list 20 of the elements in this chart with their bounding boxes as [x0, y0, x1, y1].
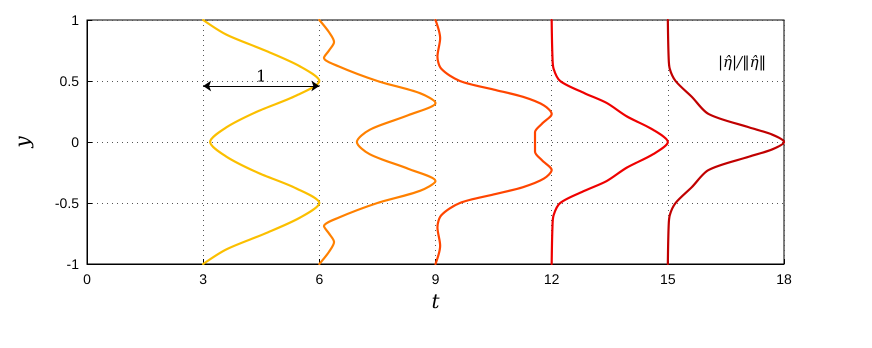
y-tick-label: 0.5	[60, 73, 80, 89]
line-series	[434, 18, 553, 266]
x-tick-label: 15	[660, 271, 676, 287]
y-tick-label: 0	[71, 134, 80, 150]
y-tick-label: -1	[66, 256, 80, 272]
x-tick-label: 6	[315, 271, 324, 287]
x-axis-title: t	[431, 288, 440, 313]
line-series	[318, 18, 437, 266]
y-axis-title: y	[10, 136, 34, 149]
x-tick-label: 9	[432, 271, 440, 287]
annotation: |η̂|/‖η̂‖	[718, 53, 766, 71]
x-tick-label: 3	[199, 271, 208, 287]
line-series	[202, 18, 320, 266]
x-tick-label: 18	[776, 271, 792, 287]
x-tick-label: 12	[544, 271, 560, 287]
y-tick-label: 1	[71, 12, 80, 28]
annotation: 1	[256, 66, 266, 86]
x-tick-label: 0	[83, 271, 92, 287]
line-series	[550, 18, 669, 266]
y-tick-label: -0.5	[54, 195, 80, 211]
